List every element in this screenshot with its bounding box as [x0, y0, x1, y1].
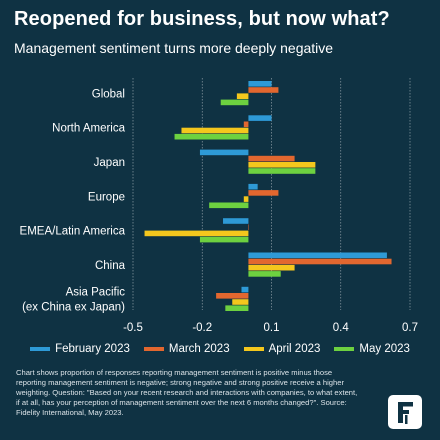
chart-title: Reopened for business, but now what?: [14, 8, 390, 30]
bar: [248, 81, 272, 87]
legend-item: May 2023: [334, 343, 410, 355]
legend-item: March 2023: [143, 343, 230, 355]
bar: [232, 299, 249, 305]
legend-label: May 2023: [359, 343, 410, 355]
legend-swatch: [30, 347, 51, 351]
bar: [144, 230, 249, 237]
bar: [216, 293, 249, 299]
bar: [243, 196, 249, 202]
bar: [248, 190, 279, 196]
bar: [209, 202, 249, 209]
legend-label: February 2023: [55, 343, 130, 355]
bar: [241, 286, 249, 293]
bar: [225, 305, 249, 311]
bar: [248, 155, 295, 162]
x-axis-ticks: -0.5 -0.2 0.1 0.4 0.7: [123, 322, 418, 334]
x-tick-label: -0.5: [123, 322, 143, 334]
bar: [243, 121, 249, 128]
bar: [181, 127, 249, 134]
category-label: Japan: [94, 157, 125, 169]
x-tick-label: 0.1: [264, 322, 280, 334]
legend-label: April 2023: [268, 343, 321, 355]
logo-mark-icon: [398, 402, 413, 424]
legend-swatch: [334, 347, 355, 351]
x-tick-label: -0.2: [192, 322, 212, 334]
legend-swatch: [143, 347, 164, 351]
bar: [174, 133, 249, 140]
bars: [144, 81, 392, 311]
bar: [199, 236, 249, 243]
category-label: Asia Pacific (ex China ex Japan): [22, 287, 125, 314]
x-tick-label: 0.4: [333, 322, 350, 334]
category-label: China: [95, 260, 126, 272]
bar: [248, 87, 279, 93]
bar: [248, 183, 258, 190]
category-label: Europe: [88, 191, 125, 203]
bar-chart: Global North America Japan Europe EMEA/Latin…: [20, 78, 418, 334]
category-label: EMEA/Latin America: [20, 226, 126, 238]
legend-label: March 2023: [168, 343, 230, 355]
bar: [223, 218, 249, 224]
legend-item: February 2023: [30, 343, 130, 355]
bar: [248, 168, 316, 174]
bar: [220, 99, 249, 106]
bar: [248, 271, 281, 277]
category-label: Global: [92, 88, 125, 100]
x-tick-label: 0.7: [402, 322, 418, 334]
legend-swatch: [243, 347, 264, 351]
legend: February 2023 March 2023 April 2023 May 202…: [0, 343, 440, 355]
bar: [248, 224, 249, 230]
fidelity-international-logo: [388, 395, 422, 429]
bar: [248, 264, 295, 271]
legend-item: April 2023: [243, 343, 321, 355]
category-labels: Global North America Japan Europe EMEA/Latin…: [20, 88, 126, 313]
bar: [248, 258, 392, 265]
bar: [199, 149, 249, 156]
category-label: North America: [52, 123, 125, 135]
bar: [248, 162, 316, 168]
chart-subtitle: Management sentiment turns more deeply n…: [14, 40, 334, 56]
bar: [236, 93, 249, 99]
bar: [248, 252, 387, 259]
bar: [248, 115, 272, 121]
footnote: Chart shows proportion of responses repo…: [16, 368, 358, 417]
